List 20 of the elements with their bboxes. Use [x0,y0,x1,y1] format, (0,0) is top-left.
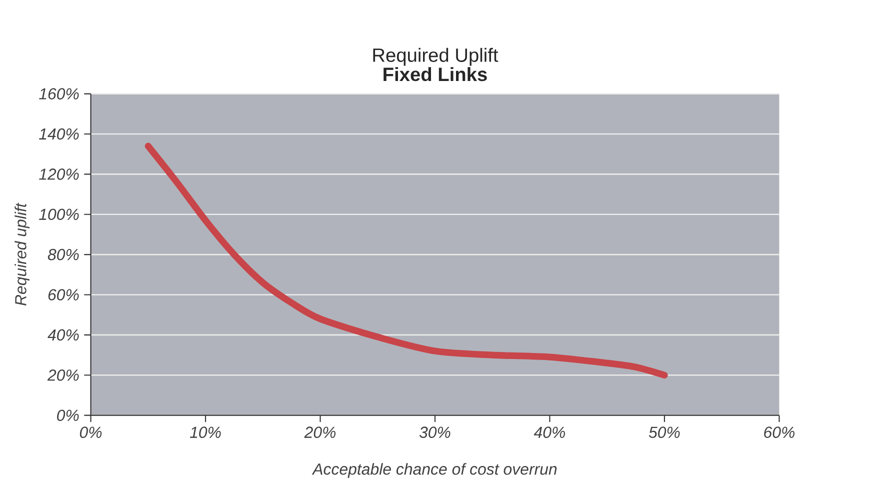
x-tick-label: 40% [534,426,565,438]
y-tick-label: 60% [48,289,79,300]
y-tick-label: 140% [39,128,79,140]
x-axis-title: Acceptable chance of cost overrun [312,463,557,478]
x-tick-label: 50% [648,426,680,438]
y-tick-label: 40% [48,329,79,341]
y-tick-label: 0% [57,410,79,421]
x-tick-label: 20% [304,426,336,438]
x-tick-label: 10% [190,426,221,438]
y-axis-title: Required uplift [14,202,30,306]
y-tick-label: 100% [39,208,79,220]
x-tick-label: 60% [764,426,794,438]
x-tick-label: 30% [419,426,450,438]
y-tick-label: 20% [47,370,79,381]
chart-title: Required Uplift [373,48,498,66]
y-tick-label: 160% [39,88,79,100]
x-tick-label: 0% [80,426,102,438]
chart-subtitle: Fixed Links [384,67,487,82]
y-tick-label: 80% [48,248,79,260]
y-tick-label: 120% [39,168,79,180]
